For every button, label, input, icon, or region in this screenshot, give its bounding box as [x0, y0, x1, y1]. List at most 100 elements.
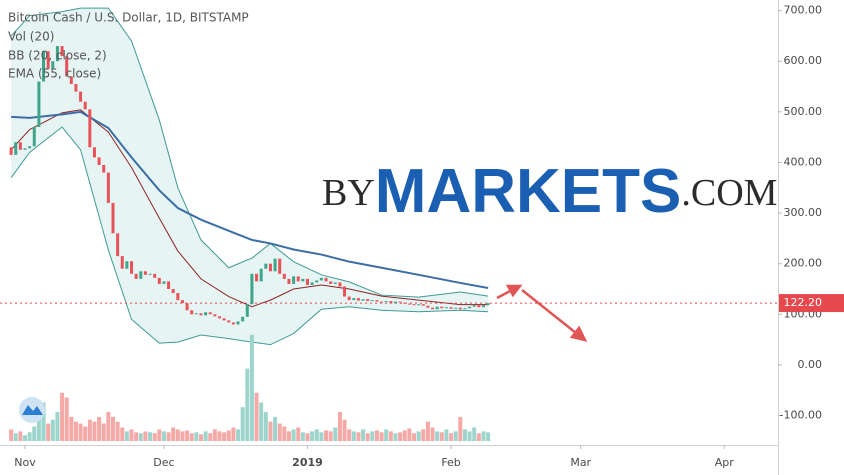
volume-bar	[78, 423, 83, 441]
volume-bar	[263, 412, 268, 441]
candle	[319, 277, 323, 281]
candle	[435, 306, 439, 310]
band-fill	[11, 8, 489, 345]
indicator-label: Vol (20)	[8, 30, 54, 44]
volume-bar	[110, 416, 115, 441]
candle	[83, 101, 87, 110]
band-lower	[10, 126, 489, 346]
last-price-box	[779, 294, 844, 313]
candle	[287, 278, 291, 284]
candle	[398, 301, 402, 303]
volume-bar	[324, 430, 329, 441]
candle	[245, 304, 249, 317]
arrow-down	[521, 289, 577, 334]
candle	[148, 273, 152, 275]
volume-bar	[73, 421, 78, 441]
candle	[116, 233, 120, 257]
volume-bar	[268, 421, 273, 441]
candle	[125, 261, 129, 269]
volume-bar	[36, 413, 41, 441]
volume-bar	[421, 429, 426, 441]
candle	[273, 258, 277, 272]
volume-bar	[393, 433, 398, 441]
candle	[171, 288, 175, 294]
y-tick-label: 500.00	[784, 105, 823, 118]
volume-bar	[444, 429, 449, 441]
volume-bar	[379, 432, 384, 441]
volume-bar	[337, 412, 342, 441]
candle	[370, 300, 374, 302]
volume-bar	[286, 431, 291, 441]
candle	[315, 280, 319, 283]
candle	[278, 258, 282, 274]
candle	[282, 273, 286, 279]
candle	[292, 276, 296, 284]
volume-bar	[138, 433, 143, 441]
volume-bar	[347, 429, 352, 441]
volume-bar	[398, 432, 403, 441]
volume-bar	[277, 423, 282, 441]
candle	[389, 301, 393, 304]
candle	[393, 301, 397, 304]
volume-bar	[92, 421, 97, 441]
candle	[352, 298, 356, 301]
candle	[236, 321, 240, 325]
candle	[190, 310, 194, 315]
volume-bar	[300, 432, 305, 441]
candle	[449, 307, 453, 309]
candle	[218, 316, 222, 319]
candle	[468, 306, 472, 309]
volume-bar	[157, 429, 162, 441]
x-tick-label: Apr	[715, 456, 735, 469]
volume-bar	[351, 431, 356, 441]
candle	[32, 127, 36, 147]
candle	[329, 281, 333, 284]
volume-bar	[83, 426, 88, 441]
volume-bar	[282, 426, 287, 441]
candle	[162, 281, 166, 284]
candle	[426, 305, 430, 308]
volume-bar	[472, 427, 477, 441]
volume-bar	[374, 430, 379, 441]
candle	[97, 157, 101, 165]
annotation-arrows	[496, 284, 588, 342]
candle	[176, 293, 180, 301]
candle	[486, 303, 490, 306]
candle	[454, 307, 458, 309]
candle	[264, 263, 268, 269]
volume-bar	[236, 429, 241, 441]
candle	[60, 46, 64, 57]
band-upper	[10, 7, 489, 298]
candle	[14, 142, 18, 155]
candle	[143, 271, 147, 275]
candle	[417, 304, 421, 306]
volume-bar	[273, 416, 278, 441]
volume-bar	[342, 419, 347, 441]
volume-bar	[407, 428, 412, 441]
candle	[102, 164, 106, 173]
volume-bar	[166, 432, 171, 441]
volume-bar	[370, 431, 375, 441]
y-tick-label: 0.00	[798, 358, 823, 371]
arrow-head	[569, 325, 588, 342]
candle	[23, 148, 27, 150]
candle	[204, 312, 208, 316]
volume-bar	[481, 431, 486, 441]
volume-bar	[175, 429, 180, 441]
volume-bar	[18, 431, 23, 441]
volume-bar	[310, 431, 315, 441]
watermark-by: BY	[322, 172, 375, 214]
volume-bar	[134, 432, 139, 441]
volume-bar	[296, 427, 301, 441]
volume-bar	[208, 433, 213, 441]
volume-bar	[55, 412, 60, 441]
watermark-markets: MARKETS	[375, 157, 682, 226]
indicator-label: BB (20, close, 2)	[8, 49, 107, 63]
volume-bar	[361, 429, 366, 441]
candle	[88, 109, 92, 148]
candle	[153, 273, 157, 278]
y-tick-label: 200.00	[784, 257, 823, 270]
volume-bar	[305, 433, 310, 441]
candle	[356, 298, 360, 301]
volume-bar	[23, 435, 28, 441]
